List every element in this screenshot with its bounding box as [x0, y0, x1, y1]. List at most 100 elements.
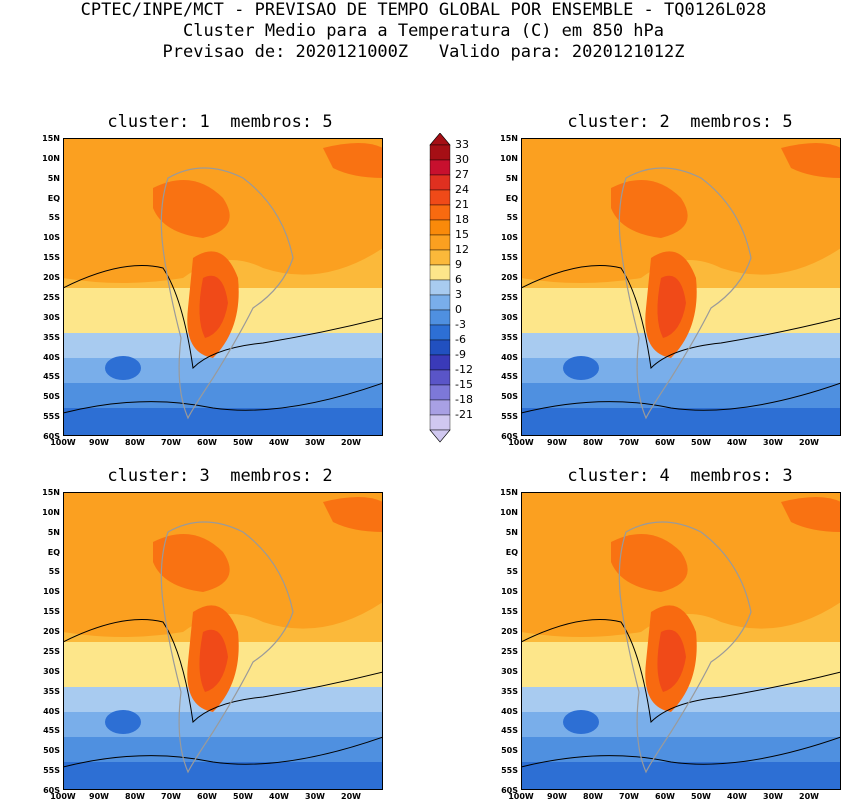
- lon-tick: 60W: [655, 438, 675, 447]
- lat-tick: 45S: [501, 372, 518, 382]
- lat-tick: 60S: [43, 432, 60, 441]
- panel-title-1: cluster: 1 membros: 5: [107, 112, 333, 132]
- lon-tick: 50W: [233, 438, 253, 447]
- lat-tick: 50S: [43, 392, 60, 402]
- lon-tick: 40W: [269, 792, 289, 801]
- colorbar-tick-label: 18: [455, 213, 469, 226]
- lat-tick: 40S: [43, 706, 60, 716]
- lat-tick: EQ: [505, 547, 518, 557]
- lat-tick: 55S: [43, 766, 60, 776]
- lat-tick: 30S: [43, 312, 60, 322]
- lon-tick: 40W: [727, 438, 747, 447]
- colorbar-tick-label: -9: [455, 348, 466, 361]
- lon-tick: 40W: [269, 438, 289, 447]
- lon-tick: 70W: [619, 438, 639, 447]
- lat-tick: 35S: [43, 686, 60, 696]
- lat-tick: 25S: [501, 646, 518, 656]
- lat-tick: 55S: [501, 766, 518, 776]
- lon-tick: 60W: [197, 792, 217, 801]
- lat-tick: EQ: [47, 547, 60, 557]
- lon-tick: 30W: [305, 792, 325, 801]
- lat-tick: 15N: [42, 488, 60, 497]
- lat-tick: 20S: [43, 627, 60, 637]
- lat-tick: 10N: [500, 507, 518, 517]
- lat-tick: 60S: [501, 432, 518, 441]
- lat-tick: 5S: [48, 567, 60, 577]
- lat-tick: 5N: [505, 173, 518, 183]
- lat-tick: 30S: [501, 666, 518, 676]
- lat-tick: 5S: [506, 567, 518, 577]
- lat-tick: 45S: [501, 726, 518, 736]
- lon-tick: 30W: [763, 792, 783, 801]
- lat-tick: 45S: [43, 372, 60, 382]
- lat-tick: EQ: [505, 193, 518, 203]
- lon-tick: 30W: [305, 438, 325, 447]
- colorbar-tick-label: 27: [455, 168, 469, 181]
- lat-tick: 20S: [501, 627, 518, 637]
- panel-title-3: cluster: 3 membros: 2: [107, 466, 333, 486]
- colorbar-tick-label: 0: [455, 303, 462, 316]
- lat-tick: 35S: [501, 686, 518, 696]
- colorbar: [429, 133, 451, 443]
- lat-tick: 5N: [505, 527, 518, 537]
- lat-tick: 5S: [506, 213, 518, 223]
- map-title: CPTEC/INPE/MCT - PREVISAO DE TEMPO GLOBA…: [80, 0, 767, 20]
- lon-tick: 20W: [341, 792, 361, 801]
- lat-tick: EQ: [47, 193, 60, 203]
- lon-tick: 60W: [197, 438, 217, 447]
- lon-tick: 80W: [125, 438, 145, 447]
- lon-tick: 100W: [508, 792, 534, 801]
- lat-tick: 45S: [43, 726, 60, 736]
- lat-tick: 55S: [501, 412, 518, 422]
- lat-tick: 60S: [501, 786, 518, 795]
- lon-tick: 50W: [691, 438, 711, 447]
- lat-tick: 15N: [500, 488, 518, 497]
- lon-tick: 90W: [547, 438, 567, 447]
- map-panel-1: [63, 138, 383, 436]
- lon-tick: 70W: [161, 438, 181, 447]
- lat-tick: 40S: [43, 352, 60, 362]
- lat-tick: 10N: [42, 507, 60, 517]
- colorbar-tick-label: -12: [455, 363, 473, 376]
- lat-tick: 60S: [43, 786, 60, 795]
- lon-tick: 70W: [619, 792, 639, 801]
- lon-tick: 90W: [89, 792, 109, 801]
- lon-tick: 20W: [799, 792, 819, 801]
- colorbar-tick-label: -15: [455, 378, 473, 391]
- colorbar-tick-label: 30: [455, 153, 469, 166]
- colorbar-tick-label: -3: [455, 318, 466, 331]
- lat-tick: 25S: [43, 646, 60, 656]
- lon-tick: 20W: [799, 438, 819, 447]
- colorbar-tick-label: 9: [455, 258, 462, 271]
- lon-tick: 90W: [547, 792, 567, 801]
- lat-tick: 10S: [43, 233, 60, 243]
- lat-tick: 55S: [43, 412, 60, 422]
- colorbar-tick-label: 12: [455, 243, 469, 256]
- lon-tick: 40W: [727, 792, 747, 801]
- map-panel-4: [521, 492, 841, 790]
- lat-tick: 50S: [501, 392, 518, 402]
- lat-tick: 35S: [501, 332, 518, 342]
- lat-tick: 15S: [501, 253, 518, 263]
- lat-tick: 35S: [43, 332, 60, 342]
- lat-tick: 10S: [43, 587, 60, 597]
- map-panel-3: [63, 492, 383, 790]
- lon-tick: 80W: [125, 792, 145, 801]
- lat-tick: 25S: [501, 292, 518, 302]
- map-panel-2: [521, 138, 841, 436]
- colorbar-tick-label: 21: [455, 198, 469, 211]
- lat-tick: 40S: [501, 706, 518, 716]
- lat-tick: 20S: [501, 273, 518, 283]
- lon-tick: 100W: [50, 438, 76, 447]
- lat-tick: 30S: [501, 312, 518, 322]
- lat-tick: 20S: [43, 273, 60, 283]
- panel-title-2: cluster: 2 membros: 5: [567, 112, 793, 132]
- forecast-dates: Previsao de: 2020121000Z Valido para: 20…: [162, 42, 685, 62]
- lat-tick: 5N: [47, 173, 60, 183]
- colorbar-tick-label: 6: [455, 273, 462, 286]
- lat-tick: 10N: [42, 153, 60, 163]
- lat-tick: 15N: [42, 134, 60, 143]
- colorbar-tick-label: 33: [455, 138, 469, 151]
- lat-tick: 10N: [500, 153, 518, 163]
- lat-tick: 15S: [43, 607, 60, 617]
